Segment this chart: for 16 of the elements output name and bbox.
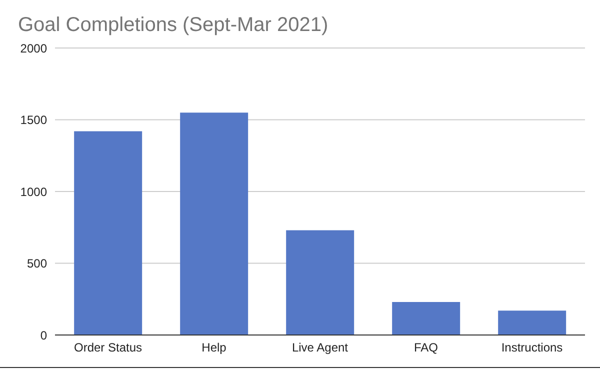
y-tick-label: 0 [40,328,48,342]
bar [74,131,142,335]
x-tick-label: Help [202,340,227,355]
x-tick-label: Order Status [74,340,142,355]
y-tick-label: 1000 [20,184,48,199]
bar [498,310,566,335]
x-tick-label: FAQ [414,340,438,355]
x-tick-label: Instructions [501,340,563,355]
y-tick-label: 2000 [20,41,48,56]
chart-title: Goal Completions (Sept-Mar 2021) [18,14,328,37]
bar [392,302,460,335]
y-tick-label: 1500 [20,113,48,128]
bar [286,230,354,335]
x-tick-label: Live Agent [292,340,349,355]
y-tick-label: 500 [26,256,48,271]
bar [180,112,248,335]
